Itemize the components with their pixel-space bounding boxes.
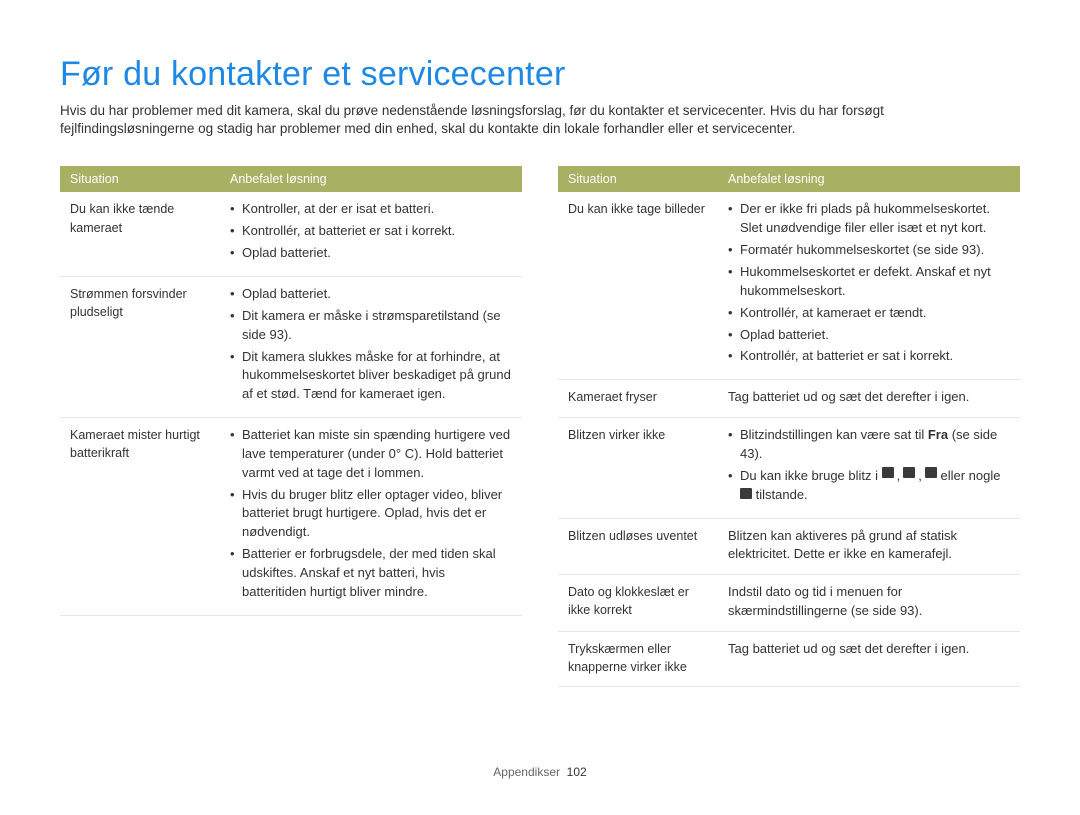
solution-cell: Batteriet kan miste sin spænding hurtige… xyxy=(220,418,522,616)
left-column: Situation Anbefalet løsning Du kan ikke … xyxy=(60,166,522,687)
bullet: Kontrollér, at kameraet er tændt. xyxy=(728,304,1010,323)
troubleshoot-table-right: Situation Anbefalet løsning Du kan ikke … xyxy=(558,166,1020,687)
solution-cell: Blitzindstillingen kan være sat til Fra … xyxy=(718,418,1020,519)
bullet: Hvis du bruger blitz eller optager video… xyxy=(230,486,512,543)
mode-icon xyxy=(882,467,894,478)
mode-icon xyxy=(903,467,915,478)
text: Blitzindstillingen kan være sat til xyxy=(740,427,928,442)
troubleshoot-table-left: Situation Anbefalet løsning Du kan ikke … xyxy=(60,166,522,615)
mode-icon xyxy=(925,467,937,478)
bullet: Der er ikke fri plads på hukommelseskort… xyxy=(728,200,1010,238)
table-row: Dato og klokkeslæt er ikke korrekt Indst… xyxy=(558,575,1020,632)
bullet: Blitzindstillingen kan være sat til Fra … xyxy=(728,426,1010,464)
bullet: Formatér hukommelseskortet (se side 93). xyxy=(728,241,1010,260)
solution-cell: Tag batteriet ud og sæt det derefter i i… xyxy=(718,380,1020,418)
footer-page-number: 102 xyxy=(567,765,587,779)
text: eller nogle xyxy=(941,468,1001,483)
solution-cell: Indstil dato og tid i menuen for skærmin… xyxy=(718,575,1020,632)
bullet: Kontrollér, at batteriet er sat i korrek… xyxy=(728,347,1010,366)
mode-icon xyxy=(740,488,752,499)
situation-cell: Strømmen forsvinder pludseligt xyxy=(60,276,220,417)
solution-cell: Der er ikke fri plads på hukommelseskort… xyxy=(718,192,1020,379)
table-row: Kameraet fryser Tag batteriet ud og sæt … xyxy=(558,380,1020,418)
bullet: Hukommelseskortet er defekt. Anskaf et n… xyxy=(728,263,1010,301)
page-title: Før du kontakter et servicecenter xyxy=(60,55,1020,94)
situation-cell: Du kan ikke tænde kameraet xyxy=(60,192,220,276)
situation-cell: Kameraet mister hurtigt batterikraft xyxy=(60,418,220,616)
bullet: Batterier er forbrugsdele, der med tiden… xyxy=(230,545,512,602)
mode-icons: , , xyxy=(882,467,937,486)
th-solution: Anbefalet løsning xyxy=(718,166,1020,192)
bold-text: Fra xyxy=(928,427,948,442)
page-footer: Appendikser 102 xyxy=(0,765,1080,779)
text: tilstande. xyxy=(756,487,808,502)
th-solution: Anbefalet løsning xyxy=(220,166,522,192)
situation-cell: Du kan ikke tage billeder xyxy=(558,192,718,379)
solution-cell: Kontroller, at der er isat et batteri. K… xyxy=(220,192,522,276)
solution-cell: Oplad batteriet. Dit kamera er måske i s… xyxy=(220,276,522,417)
solution-cell: Blitzen kan aktiveres på grund af statis… xyxy=(718,518,1020,575)
bullet: Oplad batteriet. xyxy=(230,244,512,263)
text: Du kan ikke bruge blitz i xyxy=(740,468,882,483)
th-situation: Situation xyxy=(558,166,718,192)
table-row: Du kan ikke tage billeder Der er ikke fr… xyxy=(558,192,1020,379)
bullet: Oplad batteriet. xyxy=(230,285,512,304)
content-columns: Situation Anbefalet løsning Du kan ikke … xyxy=(60,166,1020,687)
bullet: Dit kamera er måske i strømsparetilstand… xyxy=(230,307,512,345)
bullet: Dit kamera slukkes måske for at forhindr… xyxy=(230,348,512,405)
table-row: Kameraet mister hurtigt batterikraft Bat… xyxy=(60,418,522,616)
bullet: Kontroller, at der er isat et batteri. xyxy=(230,200,512,219)
table-row: Strømmen forsvinder pludseligt Oplad bat… xyxy=(60,276,522,417)
situation-cell: Blitzen udløses uventet xyxy=(558,518,718,575)
table-row: Trykskærmen eller knapperne virker ikke … xyxy=(558,631,1020,686)
table-row: Du kan ikke tænde kameraet Kontroller, a… xyxy=(60,192,522,276)
situation-cell: Kameraet fryser xyxy=(558,380,718,418)
situation-cell: Dato og klokkeslæt er ikke korrekt xyxy=(558,575,718,632)
solution-cell: Tag batteriet ud og sæt det derefter i i… xyxy=(718,631,1020,686)
intro-paragraph: Hvis du har problemer med dit kamera, sk… xyxy=(60,102,1020,138)
th-situation: Situation xyxy=(60,166,220,192)
footer-section: Appendikser xyxy=(493,765,560,779)
bullet: Batteriet kan miste sin spænding hurtige… xyxy=(230,426,512,483)
situation-cell: Trykskærmen eller knapperne virker ikke xyxy=(558,631,718,686)
bullet: Oplad batteriet. xyxy=(728,326,1010,345)
table-row: Blitzen udløses uventet Blitzen kan akti… xyxy=(558,518,1020,575)
page: Før du kontakter et servicecenter Hvis d… xyxy=(0,0,1080,815)
right-column: Situation Anbefalet løsning Du kan ikke … xyxy=(558,166,1020,687)
table-row: Blitzen virker ikke Blitzindstillingen k… xyxy=(558,418,1020,519)
bullet: Du kan ikke bruge blitz i , , eller nogl… xyxy=(728,467,1010,505)
bullet: Kontrollér, at batteriet er sat i korrek… xyxy=(230,222,512,241)
situation-cell: Blitzen virker ikke xyxy=(558,418,718,519)
